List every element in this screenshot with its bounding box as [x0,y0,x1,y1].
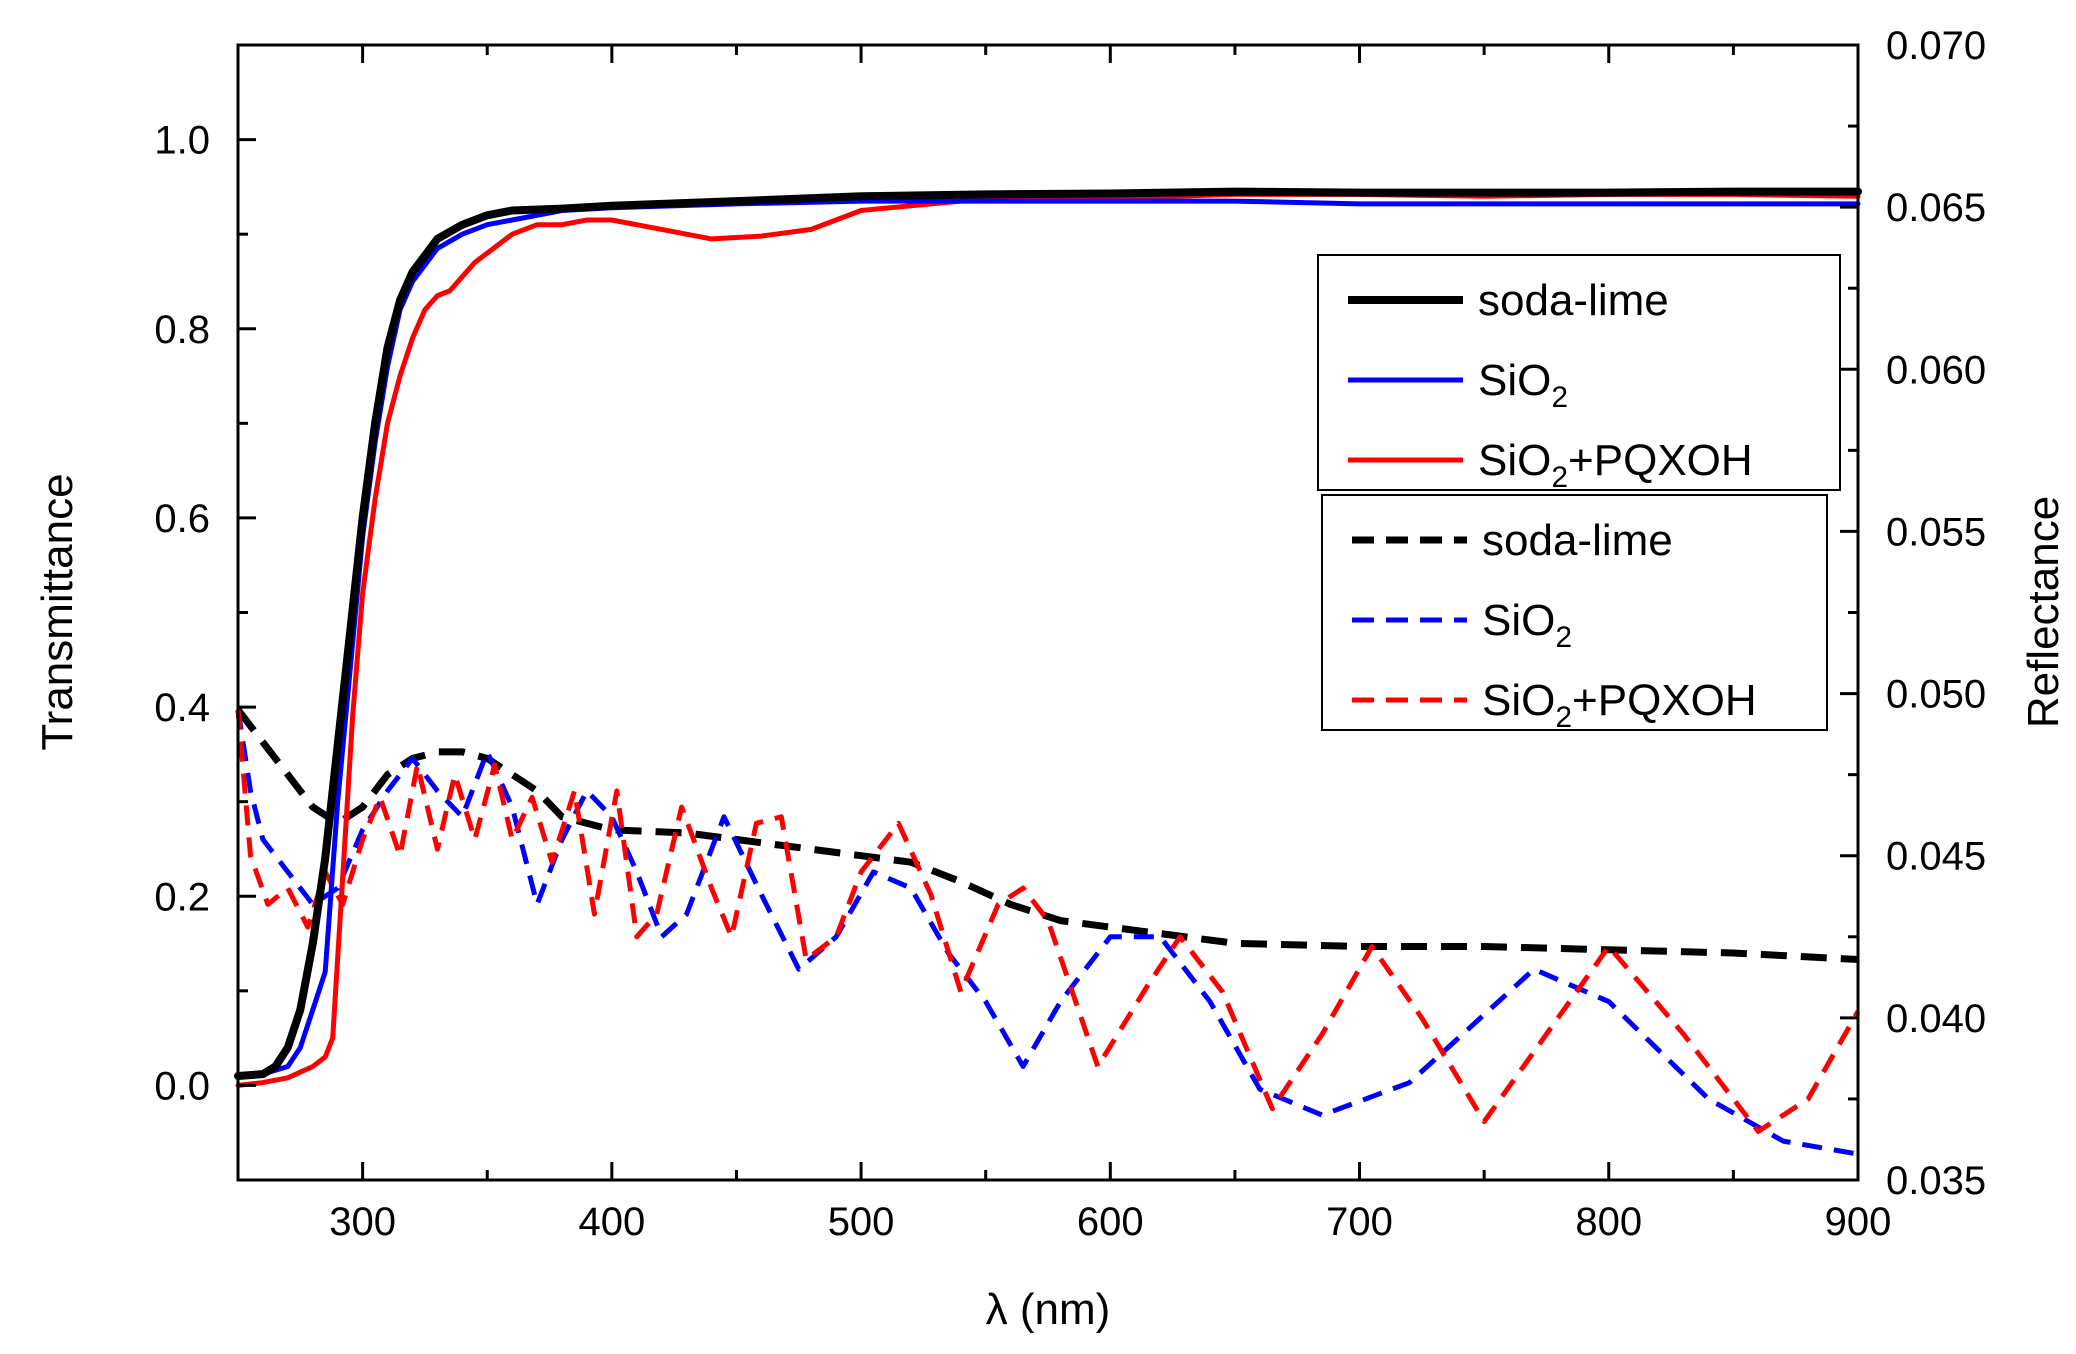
series-line-0 [234,187,1862,1080]
y-tick-label-right: 0.070 [1886,24,1986,68]
ticks-layer [236,43,1860,1182]
series-layer [234,187,1862,1157]
x-tick-label: 800 [1575,1200,1642,1244]
legend-label: SiO2+PQXOH [1478,436,1753,494]
y-tick-label-left: 0.0 [154,1064,210,1108]
series-line-1 [235,198,1861,1079]
x-tick-label: 400 [578,1200,645,1244]
labels-layer: 300 400 500 600 700 800 900 0.0 0.2 0.4 0.6 0.8 1.0 0… [154,24,1986,1244]
series-line-4 [235,709,1859,1157]
legend-label: SiO2+PQXOH [1482,676,1757,734]
y-tick-label-right: 0.050 [1886,673,1986,717]
y-tick-label-left: 0.8 [154,308,210,352]
x-tick-label: 600 [1077,1200,1144,1244]
legend-label: soda-lime [1482,516,1673,565]
legend-label: soda-lime [1478,276,1669,325]
legend-box [1317,254,1841,491]
legend-reflectance: soda-lime SiO2 SiO2+PQXOH [1321,494,1828,734]
legend-label: SiO2 [1482,596,1572,654]
y-tick-label-right: 0.045 [1886,835,1986,879]
legend-label: SiO2 [1478,356,1568,414]
series-line-5 [235,709,1861,1134]
y-axis-title-left: Transmittance [33,473,82,750]
y-tick-label-right: 0.060 [1886,348,1986,392]
legend-transmittance: soda-lime SiO2 SiO2+PQXOH [1317,254,1841,494]
y-tick-label-right: 0.040 [1886,997,1986,1041]
x-tick-label: 300 [329,1200,396,1244]
y-tick-label-right: 0.065 [1886,186,1986,230]
x-tick-label: 500 [828,1200,895,1244]
y-tick-label-left: 0.4 [154,686,210,730]
legend-box [1321,494,1828,731]
x-tick-label: 700 [1326,1200,1393,1244]
y-tick-label-left: 0.2 [154,875,210,919]
series-line-3 [235,707,1859,963]
y-tick-label-left: 1.0 [154,119,210,163]
x-tick-label: 900 [1825,1200,1892,1244]
y-tick-label-left: 0.6 [154,497,210,541]
series-line-2 [235,191,1861,1088]
y-axis-title-right: Reflectance [2019,496,2068,728]
y-tick-label-right: 0.035 [1886,1159,1986,1203]
x-axis-title: λ (nm) [986,1285,1111,1334]
y-tick-label-right: 0.055 [1886,510,1986,554]
